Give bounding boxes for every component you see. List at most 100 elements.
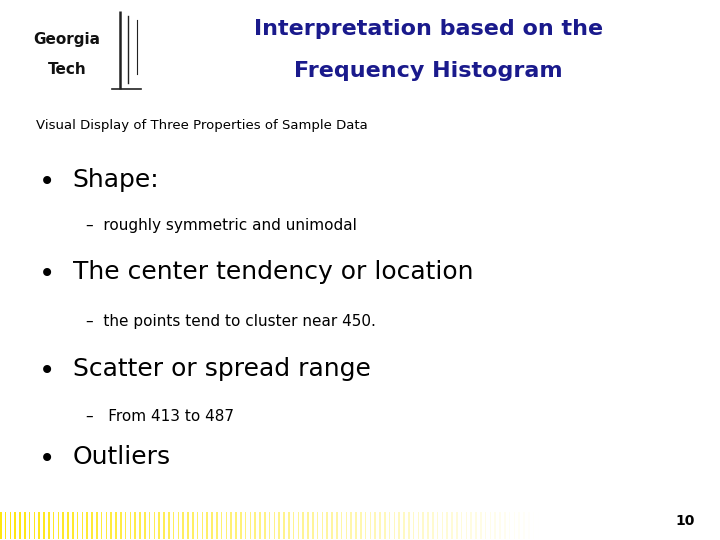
Bar (423, 512, 424, 538)
Bar (245, 512, 246, 538)
Text: –  the points tend to cluster near 450.: – the points tend to cluster near 450. (86, 314, 377, 329)
Bar (485, 512, 487, 538)
Bar (413, 512, 415, 538)
Bar (216, 512, 217, 538)
Bar (221, 512, 222, 538)
Bar (523, 512, 525, 538)
Text: Frequency Histogram: Frequency Histogram (294, 61, 563, 81)
Bar (211, 512, 213, 538)
Bar (495, 512, 496, 538)
Bar (427, 512, 429, 538)
Bar (461, 512, 462, 538)
Bar (297, 512, 300, 538)
Bar (14, 512, 16, 538)
Text: Shape:: Shape: (73, 167, 159, 192)
Bar (24, 512, 26, 538)
Bar (202, 512, 203, 538)
Bar (178, 512, 179, 538)
Bar (269, 512, 271, 538)
Bar (317, 512, 318, 538)
Bar (394, 512, 395, 538)
Bar (29, 512, 30, 538)
Bar (106, 512, 107, 538)
Text: Outliers: Outliers (73, 446, 171, 469)
Bar (274, 512, 275, 538)
Bar (182, 512, 184, 538)
Bar (81, 512, 84, 538)
Bar (355, 512, 357, 538)
Bar (475, 512, 477, 538)
Bar (250, 512, 251, 538)
Bar (173, 512, 174, 538)
Bar (34, 512, 35, 538)
Text: The center tendency or location: The center tendency or location (73, 260, 473, 284)
Bar (351, 512, 352, 538)
Bar (288, 512, 289, 538)
Bar (365, 512, 366, 538)
Text: Georgia: Georgia (33, 32, 100, 47)
Bar (48, 512, 50, 538)
Bar (490, 512, 491, 538)
Text: 10: 10 (675, 514, 695, 528)
Bar (53, 512, 55, 538)
Bar (130, 512, 131, 538)
Bar (528, 512, 530, 538)
Bar (456, 512, 458, 538)
Bar (302, 512, 304, 538)
Bar (441, 512, 444, 538)
Bar (135, 512, 136, 538)
Bar (58, 512, 59, 538)
Bar (38, 512, 40, 538)
Bar (43, 512, 45, 538)
Bar (5, 512, 6, 538)
Bar (480, 512, 482, 538)
Bar (283, 512, 285, 538)
Bar (86, 512, 88, 538)
Bar (96, 512, 98, 538)
Bar (225, 512, 228, 538)
Bar (197, 512, 199, 538)
Bar (322, 512, 323, 538)
Bar (240, 512, 242, 538)
Bar (509, 512, 510, 538)
Bar (513, 512, 516, 538)
Bar (384, 512, 386, 538)
Bar (163, 512, 165, 538)
Bar (101, 512, 102, 538)
Bar (254, 512, 256, 538)
Bar (259, 512, 261, 538)
Bar (110, 512, 112, 538)
Bar (207, 512, 208, 538)
Bar (293, 512, 294, 538)
Bar (312, 512, 314, 538)
Bar (230, 512, 232, 538)
Bar (389, 512, 390, 538)
Bar (115, 512, 117, 538)
Bar (466, 512, 467, 538)
Bar (437, 512, 438, 538)
Bar (72, 512, 73, 538)
Bar (518, 512, 520, 538)
Bar (63, 512, 64, 538)
Bar (451, 512, 453, 538)
Bar (77, 512, 78, 538)
Bar (408, 512, 410, 538)
Text: •: • (39, 167, 55, 195)
Bar (398, 512, 400, 538)
Text: •: • (39, 357, 55, 384)
Bar (326, 512, 328, 538)
Bar (379, 512, 381, 538)
Bar (264, 512, 266, 538)
Bar (369, 512, 372, 538)
Bar (0, 512, 1, 538)
Bar (331, 512, 333, 538)
Text: •: • (39, 446, 55, 473)
Bar (341, 512, 343, 538)
Bar (91, 512, 93, 538)
Bar (307, 512, 309, 538)
Bar (470, 512, 472, 538)
Bar (504, 512, 505, 538)
Bar (9, 512, 12, 538)
Bar (187, 512, 189, 538)
Bar (360, 512, 361, 538)
